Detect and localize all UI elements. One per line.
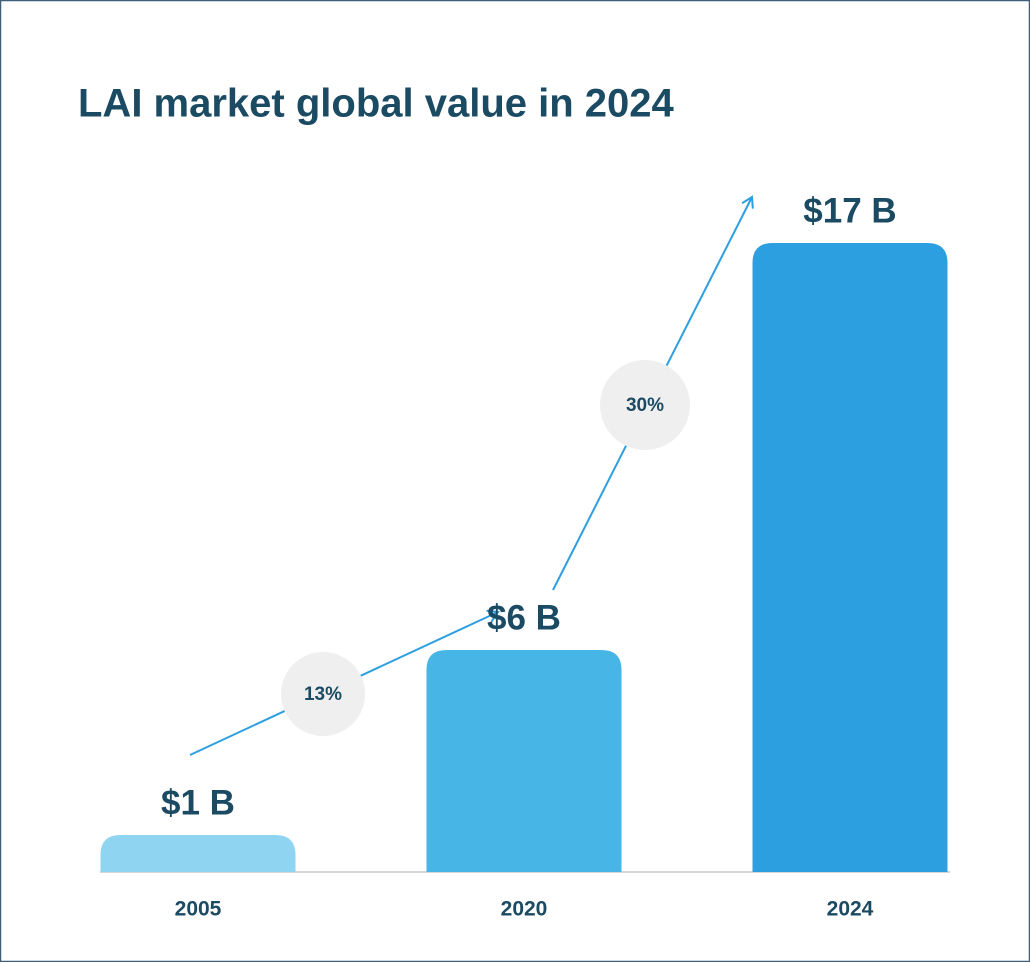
chart-title: LAI market global value in 2024 bbox=[78, 82, 675, 126]
value-label: $17 B bbox=[803, 191, 896, 230]
x-tick-label: 2020 bbox=[501, 898, 548, 921]
value-label: $6 B bbox=[487, 598, 561, 637]
growth-label: 30% bbox=[626, 395, 664, 416]
bar bbox=[100, 835, 296, 872]
growth-badge bbox=[281, 652, 365, 736]
value-label: $1 B bbox=[161, 783, 235, 822]
x-tick-label: 2005 bbox=[175, 898, 222, 921]
bar bbox=[426, 650, 622, 872]
bar bbox=[752, 243, 948, 872]
x-tick-label: 2024 bbox=[827, 898, 874, 921]
growth-badge bbox=[600, 360, 690, 450]
growth-label: 13% bbox=[304, 684, 342, 705]
